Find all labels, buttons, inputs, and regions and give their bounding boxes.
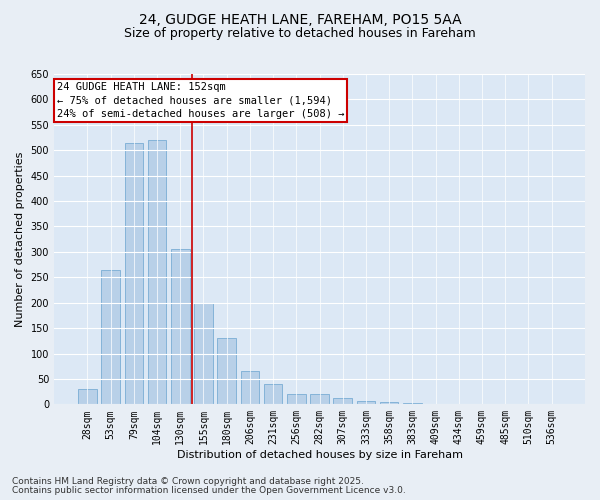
Bar <box>148 140 166 404</box>
Text: Contains HM Land Registry data © Crown copyright and database right 2025.: Contains HM Land Registry data © Crown c… <box>12 477 364 486</box>
Text: Size of property relative to detached houses in Fareham: Size of property relative to detached ho… <box>124 28 476 40</box>
Bar <box>125 142 143 404</box>
Bar <box>380 402 398 404</box>
Text: 24, GUDGE HEATH LANE, FAREHAM, PO15 5AA: 24, GUDGE HEATH LANE, FAREHAM, PO15 5AA <box>139 12 461 26</box>
Bar <box>334 398 352 404</box>
Bar <box>264 384 283 404</box>
Text: 24 GUDGE HEATH LANE: 152sqm
← 75% of detached houses are smaller (1,594)
24% of : 24 GUDGE HEATH LANE: 152sqm ← 75% of det… <box>56 82 344 118</box>
Y-axis label: Number of detached properties: Number of detached properties <box>15 152 25 327</box>
Bar <box>241 372 259 404</box>
Bar <box>356 402 375 404</box>
Bar <box>217 338 236 404</box>
Text: Contains public sector information licensed under the Open Government Licence v3: Contains public sector information licen… <box>12 486 406 495</box>
Bar <box>78 389 97 404</box>
Bar <box>101 270 120 404</box>
Bar <box>171 250 190 404</box>
Bar <box>194 302 213 404</box>
Bar <box>310 394 329 404</box>
Bar <box>287 394 305 404</box>
X-axis label: Distribution of detached houses by size in Fareham: Distribution of detached houses by size … <box>176 450 463 460</box>
